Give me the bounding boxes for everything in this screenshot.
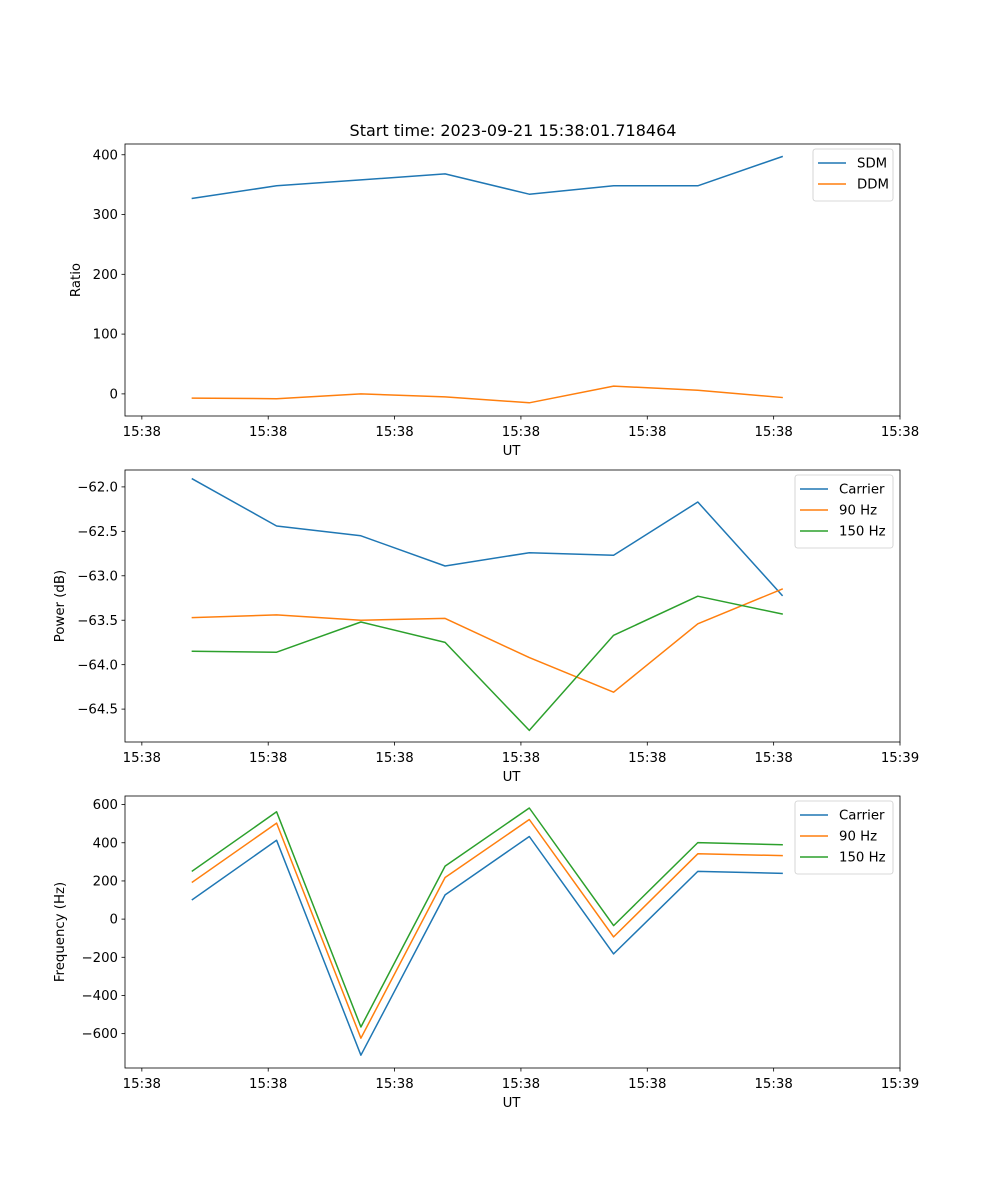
frequency-legend-label: Carrier — [839, 809, 885, 824]
power-legend-label: 150 Hz — [839, 525, 886, 540]
frequency-x-tick-label: 15:38 — [375, 1077, 413, 1092]
frequency-y-tick-label: −600 — [81, 1027, 118, 1042]
power-y-tick-label: −63.5 — [77, 614, 118, 629]
power-series-carrier-line — [191, 477, 784, 597]
power-series-90-hz-line — [191, 588, 784, 693]
frequency-x-tick-label: 15:38 — [123, 1077, 161, 1092]
ratio-series-ddm-line — [191, 385, 783, 404]
power-x-axis-label: UT — [503, 770, 522, 785]
power-x-tick-label: 15:38 — [502, 751, 540, 766]
ratio-y-axis-label: Ratio — [69, 263, 84, 297]
ratio-x-tick-label: 15:38 — [249, 425, 287, 440]
power-series-150-hz-line — [191, 595, 783, 732]
power-x-tick-label: 15:38 — [249, 751, 287, 766]
frequency-y-tick-label: 600 — [93, 798, 118, 813]
ratio-x-axis-label: UT — [503, 444, 522, 459]
ratio-legend-box — [812, 148, 894, 202]
power-panel: 15:38 15:38 15:38 15:38 15:38 15:38 15:39 −62.0… — [53, 469, 919, 785]
frequency-y-tick-label: −400 — [81, 989, 118, 1004]
frequency-legend-label: 150 Hz — [839, 851, 886, 866]
power-x-tick-label: 15:38 — [123, 751, 161, 766]
frequency-y-tick-label: 0 — [110, 913, 118, 928]
frequency-legend-label: 90 Hz — [839, 830, 877, 845]
frequency-x-tick-label: 15:39 — [881, 1077, 919, 1092]
ratio-y-tick-label: 400 — [93, 148, 118, 163]
ratio-y-tick-label: 300 — [93, 208, 118, 223]
power-y-tick-label: −63.0 — [77, 569, 118, 584]
frequency-series-150-hz-line — [191, 807, 783, 1028]
ratio-legend-label: DDM — [857, 178, 889, 193]
power-x-tick-label: 15:38 — [375, 751, 413, 766]
frequency-y-tick-label: 400 — [93, 836, 118, 851]
power-axes-frame — [124, 469, 901, 743]
ratio-x-tick-label: 15:38 — [502, 425, 540, 440]
power-legend-label: Carrier — [839, 483, 885, 498]
power-legend-label: 90 Hz — [839, 504, 877, 519]
ratio-x-tick-label: 15:38 — [628, 425, 666, 440]
frequency-legend-box — [794, 800, 894, 875]
power-legend: Carrier 90 Hz 150 Hz — [794, 474, 894, 549]
power-legend-box — [794, 474, 894, 549]
ratio-legend: SDM DDM — [812, 148, 894, 202]
frequency-x-tick-label: 15:38 — [628, 1077, 666, 1092]
power-y-tick-label: −62.5 — [77, 525, 118, 540]
frequency-x-axis-label: UT — [503, 1096, 522, 1111]
frequency-x-tick-label: 15:38 — [249, 1077, 287, 1092]
power-x-tick-label: 15:39 — [881, 751, 919, 766]
ratio-y-tick-label: 0 — [110, 387, 118, 402]
ratio-panel: 15:38 15:38 15:38 15:38 15:38 15:38 15:38 0 100 2… — [69, 143, 919, 459]
ratio-x-tick-label: 15:38 — [123, 425, 161, 440]
ratio-axes-frame — [124, 143, 901, 417]
frequency-y-tick-label: 200 — [93, 875, 118, 890]
frequency-axes-frame — [124, 795, 901, 1069]
frequency-x-tick-label: 15:38 — [754, 1077, 792, 1092]
ratio-series-sdm-line — [191, 155, 784, 200]
power-y-tick-label: −64.0 — [77, 658, 118, 673]
ratio-x-tick-label: 15:38 — [375, 425, 413, 440]
frequency-x-tick-label: 15:38 — [502, 1077, 540, 1092]
power-y-axis-label: Power (dB) — [53, 570, 68, 642]
frequency-series-carrier-line — [191, 835, 783, 1056]
frequency-series-90-hz-line — [191, 818, 783, 1039]
power-x-tick-label: 15:38 — [628, 751, 666, 766]
power-x-tick-label: 15:38 — [754, 751, 792, 766]
ratio-legend-label: SDM — [857, 157, 887, 172]
chart-title: Start time: 2023-09-21 15:38:01.718464 — [350, 121, 677, 140]
power-y-tick-label: −62.0 — [77, 480, 118, 495]
power-y-tick-label: −64.5 — [77, 703, 118, 718]
ratio-y-tick-label: 100 — [93, 328, 118, 343]
frequency-legend: Carrier 90 Hz 150 Hz — [794, 800, 894, 875]
ratio-x-tick-label: 15:38 — [881, 425, 919, 440]
ratio-y-tick-label: 200 — [93, 268, 118, 283]
ratio-x-tick-label: 15:38 — [754, 425, 792, 440]
frequency-panel: 15:38 15:38 15:38 15:38 15:38 15:38 15:39 600 40… — [53, 795, 919, 1111]
frequency-y-tick-label: −200 — [81, 951, 118, 966]
frequency-y-axis-label: Frequency (Hz) — [53, 882, 68, 982]
